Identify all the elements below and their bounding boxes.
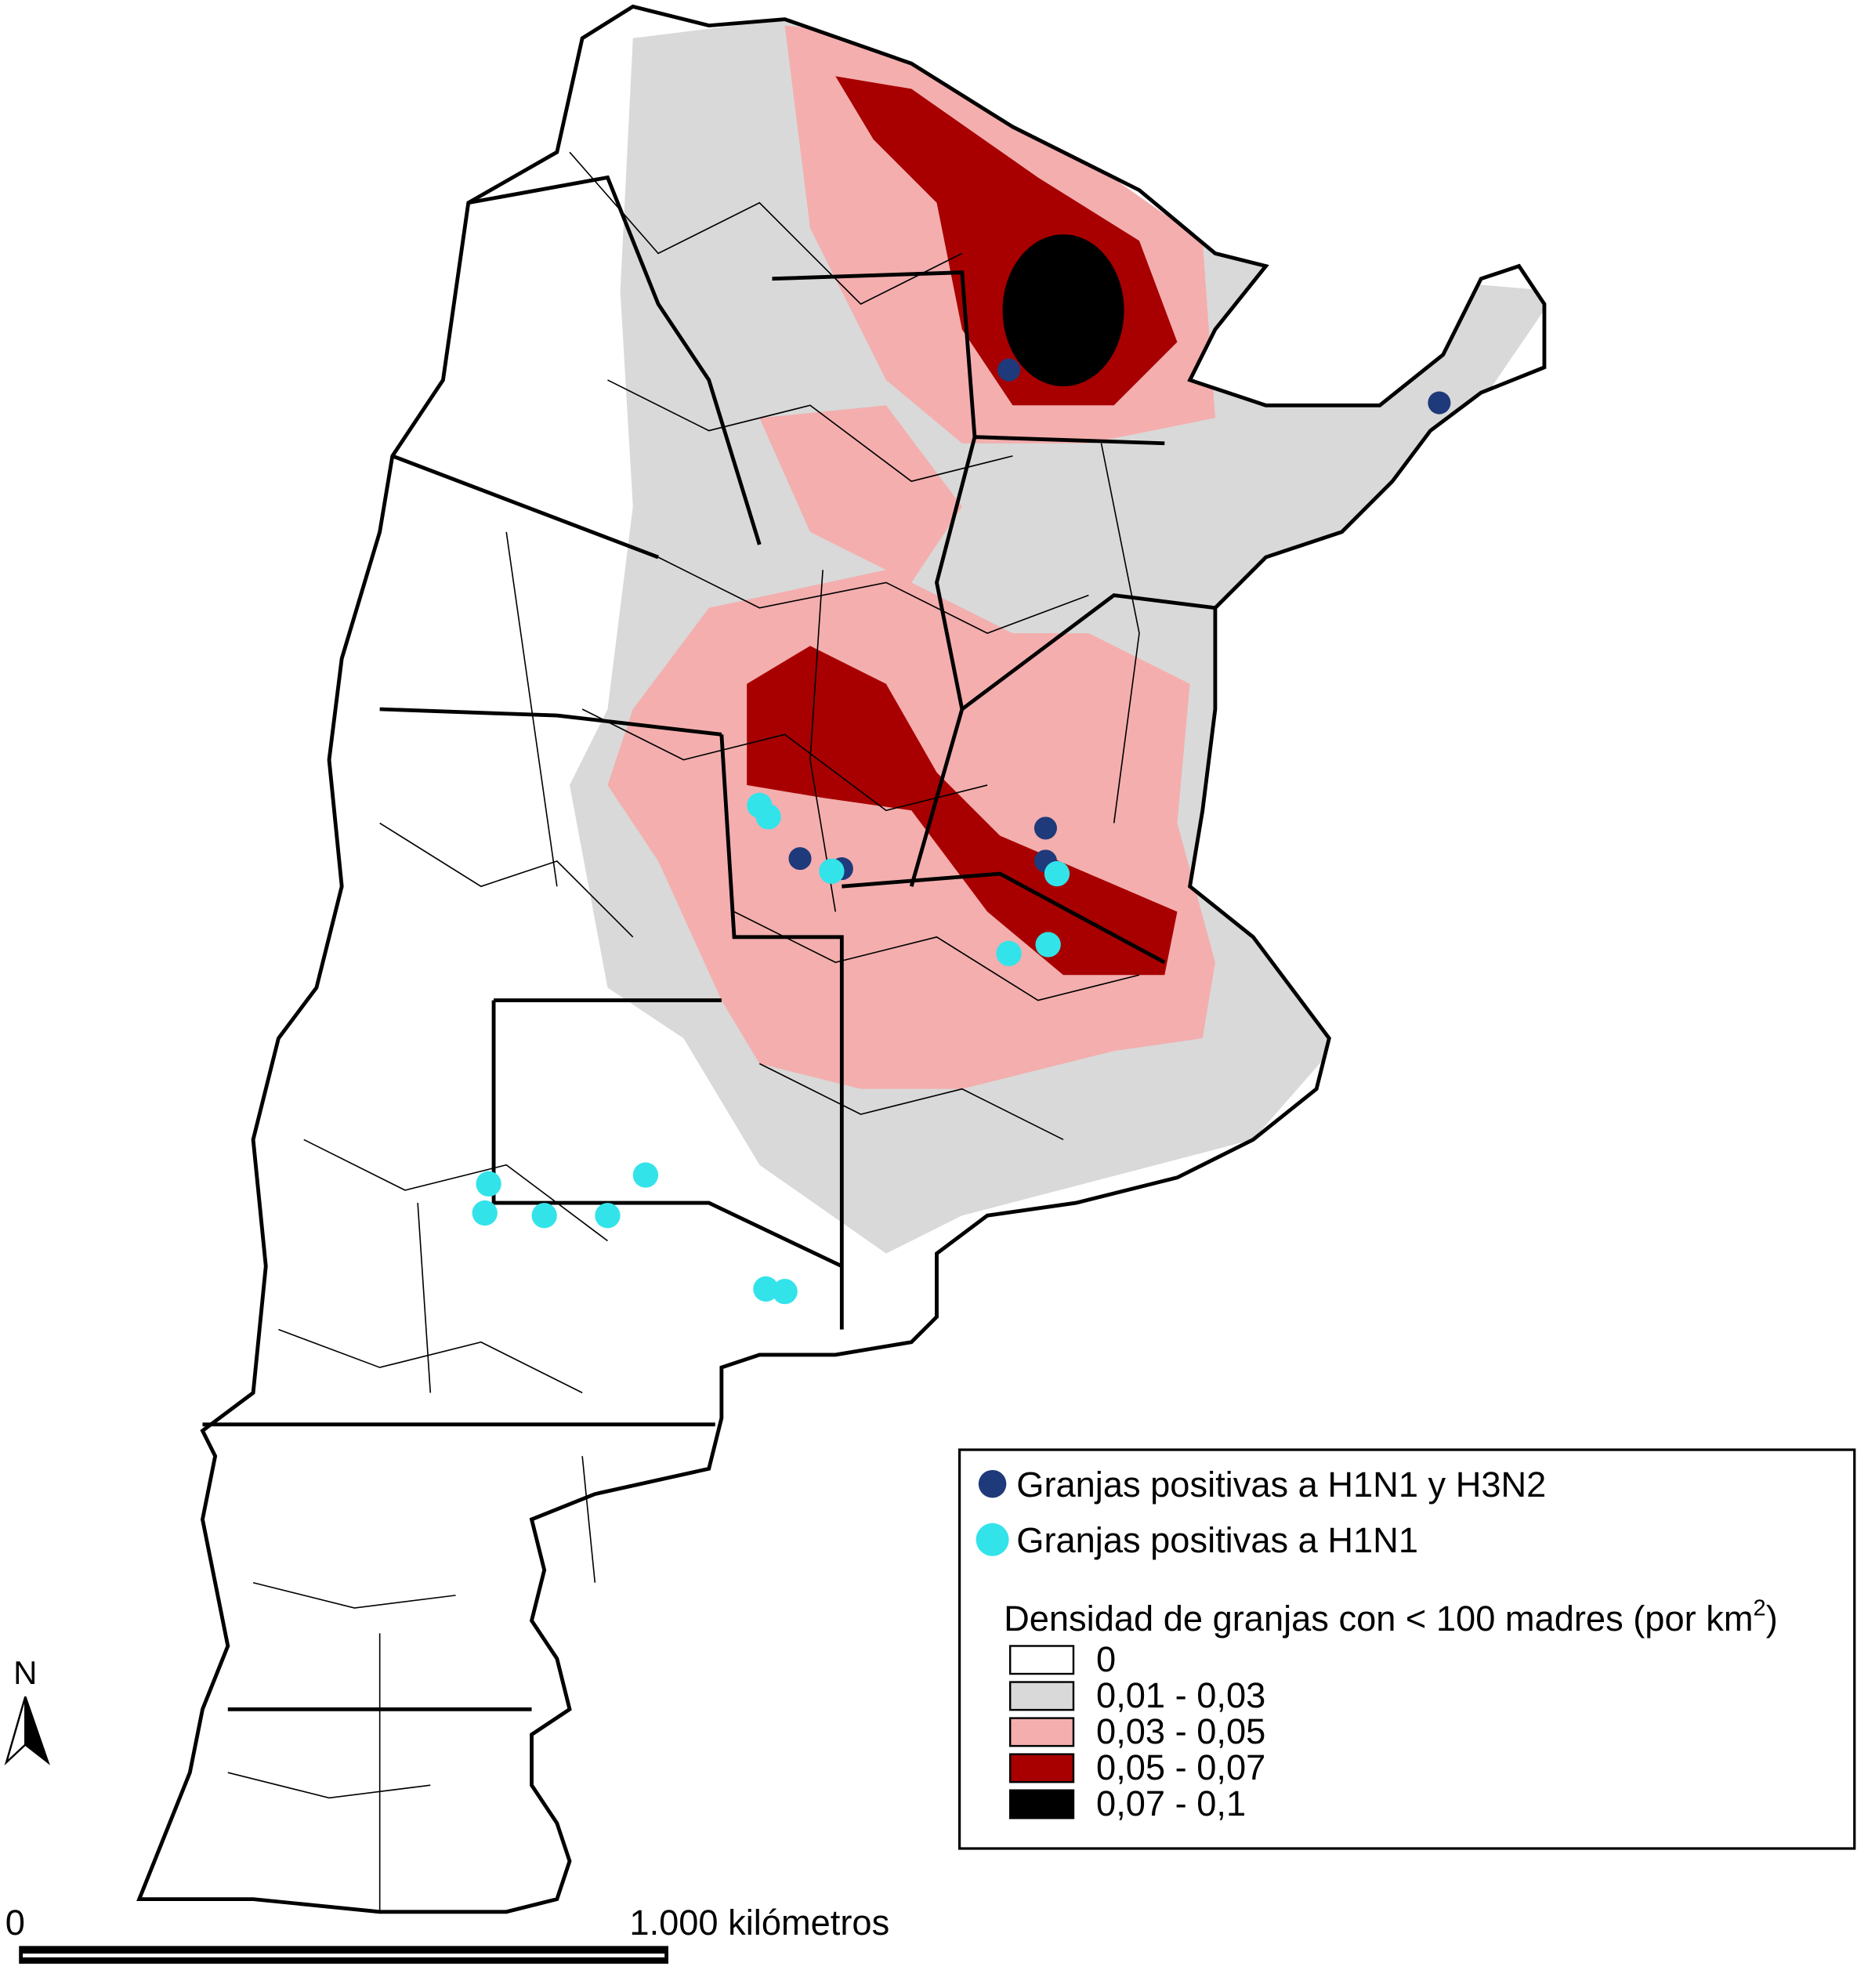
department-borders: [227, 151, 1140, 1912]
legend-title: Densidad de granjas con < 100 madres (po…: [1004, 1596, 1778, 1639]
farm-point: [1044, 860, 1070, 887]
legend-title-text: Densidad de granjas con < 100 madres (po…: [1004, 1599, 1753, 1639]
scale-bar: 0 1.000 kilómetros: [5, 1903, 889, 1964]
legend-title-end: ): [1766, 1599, 1778, 1639]
density-class-3: [747, 646, 1178, 976]
farm-point: [531, 1203, 557, 1229]
scale-end: 1.000 kilómetros: [629, 1903, 889, 1943]
farm-point: [595, 1203, 621, 1229]
legend-point-label: Granjas positivas a H1N1 y H3N2: [1016, 1465, 1546, 1505]
legend: Densidad de granjas con < 100 madres (po…: [976, 1465, 1778, 1823]
farm-point: [755, 804, 781, 830]
legend-class-label: 0,07 - 0,1: [1096, 1783, 1246, 1823]
farm-points: [472, 358, 1451, 1305]
farm-point: [1033, 817, 1057, 840]
farm-point: [997, 358, 1021, 382]
north-label: N: [13, 1654, 37, 1691]
farm-point: [472, 1200, 498, 1226]
farm-point: [996, 940, 1022, 966]
legend-class-swatch: [1008, 1681, 1075, 1711]
farm-point: [788, 847, 812, 871]
legend-class-swatch: [1008, 1717, 1075, 1747]
legend-class-label: 0: [1096, 1639, 1116, 1679]
scale-start: 0: [5, 1903, 25, 1943]
density-class-4: [1002, 234, 1124, 387]
farm-point: [476, 1171, 501, 1197]
farm-point: [632, 1162, 659, 1188]
legend-title-sup: 2: [1754, 1596, 1766, 1621]
legend-point-symbol: [976, 1523, 1009, 1556]
legend-class-label: 0,03 - 0,05: [1096, 1711, 1265, 1751]
legend-class-label: 0,01 - 0,03: [1096, 1675, 1265, 1715]
density-class-2: [759, 405, 962, 583]
farm-point: [1035, 932, 1061, 958]
legend-class-swatch: [1008, 1789, 1075, 1820]
legend-class-swatch: [1008, 1645, 1075, 1675]
legend-point-label: Granjas positivas a H1N1: [1016, 1520, 1418, 1560]
province-borders: [202, 175, 1216, 1711]
legend-point-symbol: [978, 1469, 1007, 1498]
farm-point: [819, 858, 845, 884]
farm-point: [1428, 391, 1451, 415]
farm-point: [753, 1276, 779, 1302]
legend-class-swatch: [1008, 1753, 1075, 1783]
farm-point: [772, 1278, 798, 1305]
legend-box: [957, 1448, 1856, 1850]
legend-class-label: 0,05 - 0,07: [1096, 1747, 1265, 1787]
north-arrow: N: [4, 1654, 50, 1766]
